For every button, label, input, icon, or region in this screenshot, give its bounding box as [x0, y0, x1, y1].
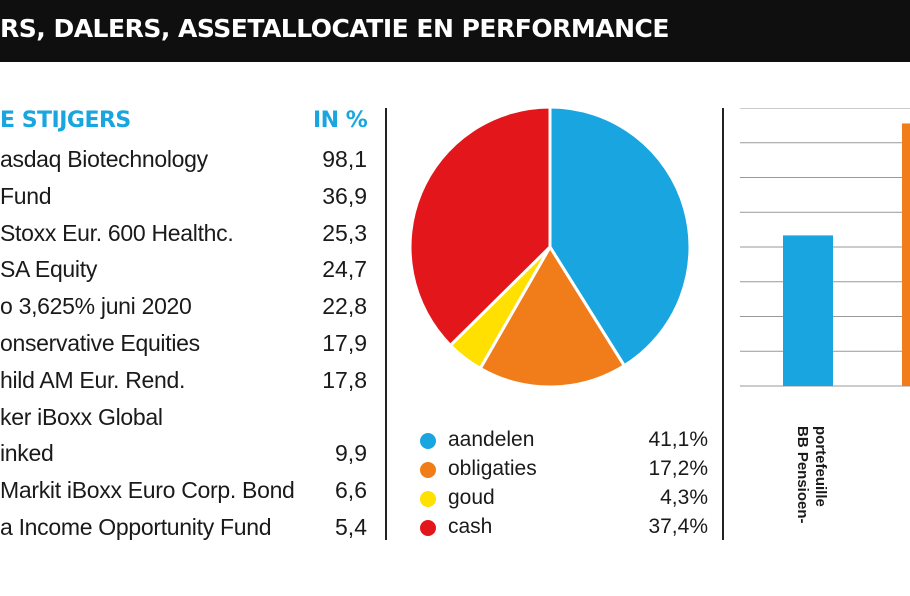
legend-label: aandelen: [448, 428, 535, 451]
legend-value: 4,3%: [660, 486, 708, 509]
page-title: RS, DALERS, ASSETALLOCATIE EN PERFORMANC…: [0, 14, 669, 43]
riser-row-value: 22,8: [322, 293, 367, 320]
legend-item-obligaties: obligaties 17,2%: [420, 457, 712, 483]
legend-item-aandelen: aandelen 41,1%: [420, 428, 712, 454]
legend-item-goud: goud 4,3%: [420, 486, 712, 512]
riser-row-name: a Income Opportunity Fund: [0, 514, 272, 540]
divider-right: [722, 108, 724, 540]
legend-dot-icon: [420, 520, 436, 536]
pie-slice-cash: [408, 105, 552, 348]
riser-row-name: asdaq Biotechnology: [0, 146, 208, 172]
bar-category-label: BB Pensioen-: [794, 426, 811, 524]
risers-unit-heading: IN %: [313, 108, 368, 133]
legend-dot-icon: [420, 433, 436, 449]
riser-row-name: Markit iBoxx Euro Corp. Bond: [0, 477, 295, 504]
riser-row-value: 9,9: [335, 440, 367, 467]
riser-row-value: 36,9: [322, 182, 367, 209]
bar-category-label: portefeuille: [812, 426, 829, 507]
riser-row-name: Stoxx Eur. 600 Healthc.: [0, 219, 234, 246]
risers-heading: E STIJGERS: [0, 108, 131, 133]
riser-row-value: 17,8: [322, 366, 367, 393]
riser-row-value: 5,4: [335, 514, 367, 540]
performance-bar-chart: BB Pensioen-portefeuilleAEX T: [740, 108, 910, 524]
riser-row-name: ker iBoxx Global: [0, 403, 163, 430]
riser-row-value: 17,9: [322, 330, 367, 356]
riser-row-name: onservative Equities: [0, 330, 200, 356]
allocation-pie-chart: [408, 105, 692, 389]
legend-label: cash: [448, 515, 493, 538]
riser-row-name: o 3,625% juni 2020: [0, 293, 192, 320]
riser-row-value: 25,3: [322, 219, 367, 246]
legend-value: 37,4%: [648, 515, 708, 538]
legend-item-cash: cash 37,4%: [420, 515, 712, 541]
legend-label: obligaties: [448, 457, 537, 480]
legend-value: 41,1%: [648, 428, 708, 451]
bar-1: [902, 123, 910, 386]
title-banner: RS, DALERS, ASSETALLOCATIE EN PERFORMANC…: [0, 0, 910, 62]
pie-slice-obligaties: [478, 244, 627, 389]
legend-value: 17,2%: [648, 457, 708, 480]
legend-label: goud: [448, 486, 495, 509]
legend-dot-icon: [420, 491, 436, 507]
riser-row-value: 24,7: [322, 256, 367, 283]
divider-left: [385, 108, 387, 540]
legend-dot-icon: [420, 462, 436, 478]
riser-row-name: hild AM Eur. Rend.: [0, 366, 186, 393]
bar-0: [783, 235, 833, 386]
riser-row-name: inked: [0, 440, 54, 467]
riser-row-value: 6,6: [335, 477, 367, 504]
riser-row-name: Fund: [0, 182, 52, 209]
riser-row-name: SA Equity: [0, 256, 98, 283]
riser-row-value: 98,1: [322, 146, 367, 172]
